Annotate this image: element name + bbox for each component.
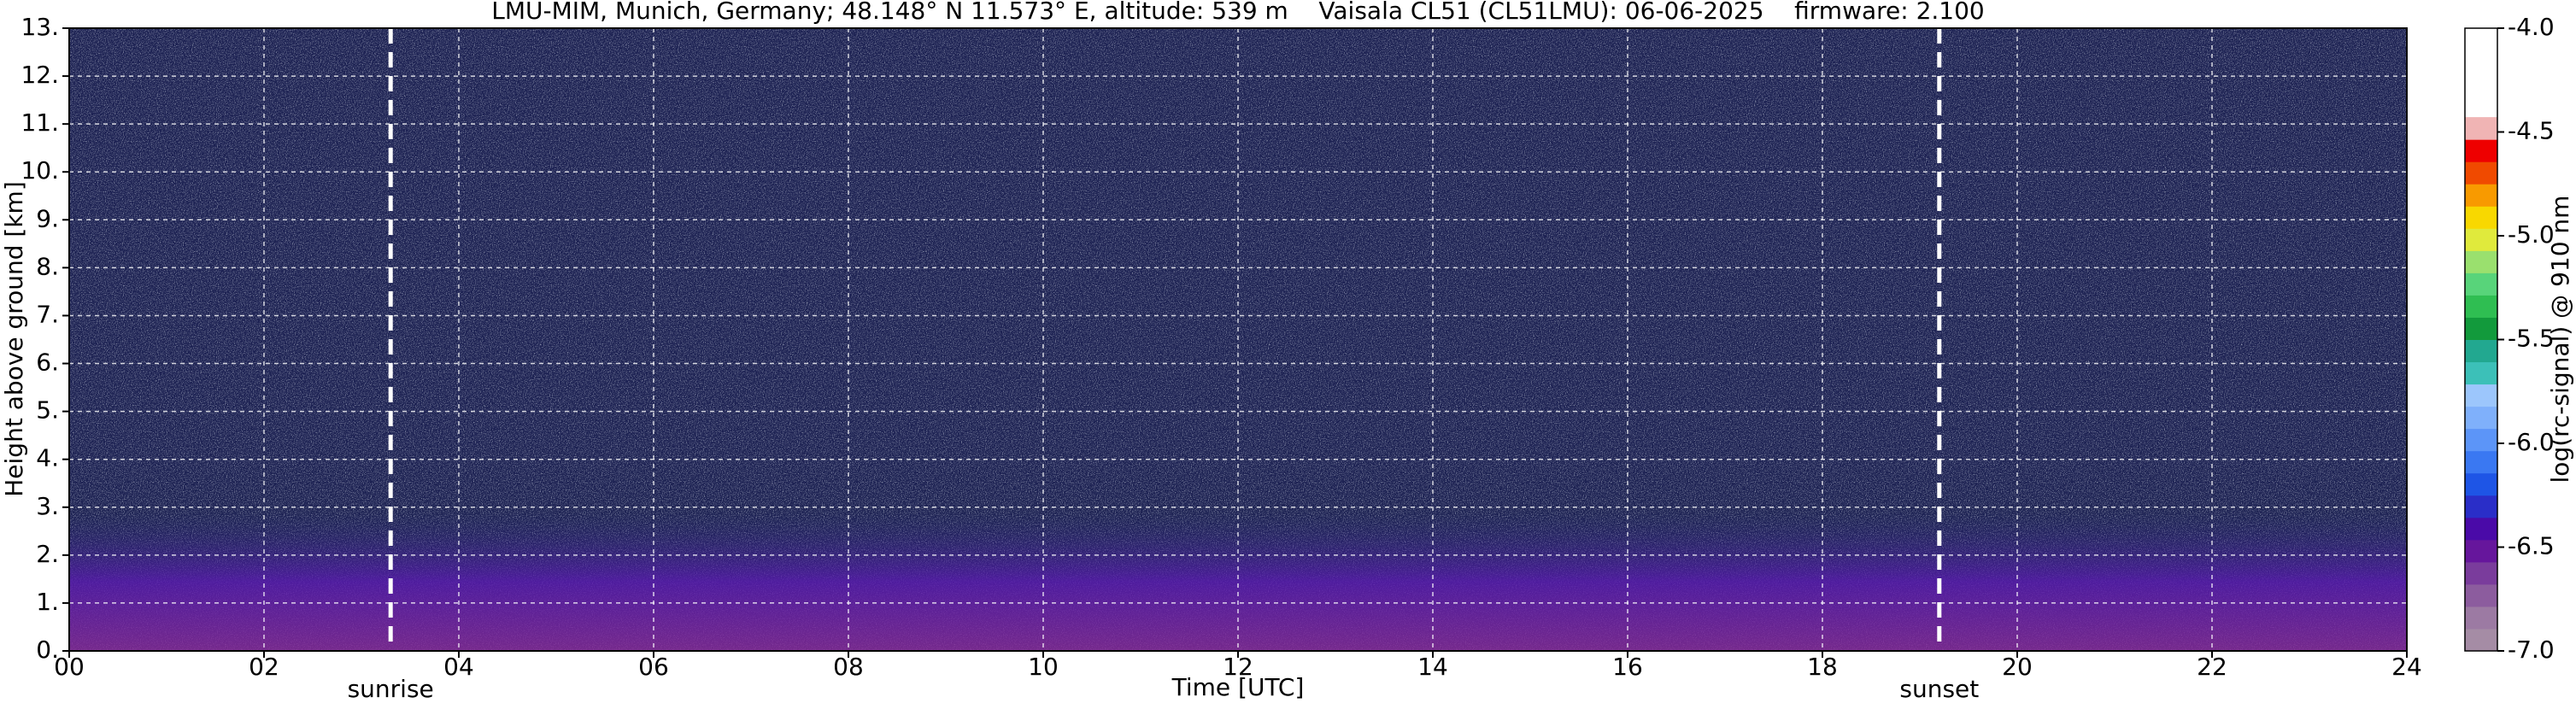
colorbar-bin [2465,339,2497,363]
colorbar-tick-label: -6.5 [2508,532,2555,560]
colorbar-bin [2465,450,2497,474]
annotation-label: sunset [1899,675,1979,703]
y-tick-label: 7. [36,300,59,328]
y-tick-label: 2. [36,540,59,568]
y-axis-label: Height above ground [km] [0,181,28,497]
y-tick-label: 0. [36,636,59,664]
y-tick-label: 1. [36,588,59,616]
colorbar-tick-label: -7.0 [2508,636,2555,664]
colorbar-tick-label: -4.5 [2508,117,2555,145]
colorbar-tick-label: -5.5 [2508,325,2555,353]
y-tick-label: 6. [36,349,59,377]
colorbar-bin [2465,228,2497,251]
colorbar-label: log(rc-signal) @ 910 nm [2546,196,2574,483]
colorbar-bin [2465,606,2497,630]
colorbar-bin [2465,406,2497,430]
x-tick-label: 12 [1223,653,1253,681]
plot-frame [68,27,2408,652]
y-tick-label: 4. [36,444,59,472]
colorbar-bin [2465,161,2497,185]
y-tick-label: 9. [36,204,59,232]
y-tick-label: 8. [36,252,59,280]
x-tick-label: 20 [2002,653,2033,681]
x-tick-label: 06 [638,653,669,681]
colorbar-tick-label: -5.0 [2508,220,2555,249]
colorbar-bin [2465,206,2497,229]
colorbar-bin [2465,495,2497,519]
x-tick-label: 04 [443,653,474,681]
x-tick-label: 10 [1028,653,1059,681]
x-tick-label: 24 [2391,653,2422,681]
colorbar-bin [2465,517,2497,541]
colorbar-bin [2465,184,2497,207]
colorbar-bin [2465,272,2497,296]
x-tick-label: 22 [2197,653,2227,681]
y-tick-label: 10. [21,156,59,185]
colorbar-bin [2465,384,2497,407]
x-tick-label: 08 [833,653,864,681]
x-tick-label: 14 [1417,653,1448,681]
colorbar-bin [2465,317,2497,340]
y-tick-label: 11. [21,108,59,137]
colorbar-bin [2465,361,2497,385]
colorbar-tick-label: -4.0 [2508,13,2555,41]
colorbar-bin [2465,117,2497,140]
colorbar-bin [2465,539,2497,563]
colorbar-bin [2465,250,2497,273]
x-tick-label: 02 [249,653,279,681]
y-tick-label: 5. [36,396,59,425]
colorbar-bin [2465,628,2497,652]
annotation-label: sunrise [348,675,434,703]
colorbar-bin [2465,561,2497,585]
chart-title: LMU-MIM, Munich, Germany; 48.148° N 11.5… [491,0,1985,25]
x-tick-label: 16 [1612,653,1643,681]
x-tick-label: 18 [1807,653,1838,681]
colorbar-bin [2465,428,2497,452]
colorbar-tick-label: -6.0 [2508,428,2555,456]
colorbar-bin [2465,472,2497,496]
y-tick-label: 3. [36,492,59,520]
x-axis-label: Time [UTC] [1171,673,1305,701]
y-tick-label: 13. [21,13,59,41]
x-tick-label: 00 [54,653,85,681]
colorbar-bin [2465,583,2497,607]
colorbar-bin [2465,139,2497,162]
colorbar-bin [2465,295,2497,318]
y-tick-label: 12. [21,61,59,89]
